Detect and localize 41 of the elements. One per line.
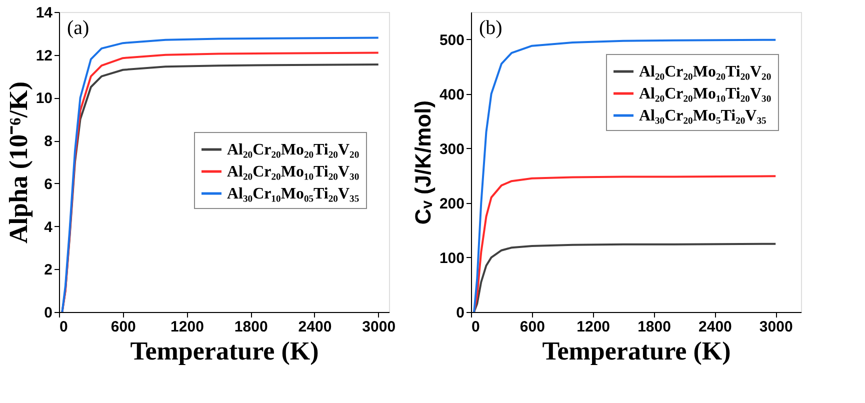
x-tick-label: 600 (110, 318, 136, 336)
y-axis-title: Cᵥ (J/K/mol) (410, 100, 436, 225)
y-tick-label: 2 (44, 262, 52, 279)
annotation: (a) (67, 17, 90, 39)
legend-label: Al₂₀Cr₂₀Mo₁₀Ti₂₀V₃₀ (639, 86, 772, 102)
legend-label: Al₃₀Cr₂₀Mo₅Ti₂₀V₃₅ (639, 108, 767, 124)
x-tick-label: 600 (520, 318, 545, 336)
x-axis-title: Temperature (K) (542, 336, 731, 366)
x-tick-label: 1800 (638, 318, 671, 336)
y-tick-label: 8 (44, 133, 52, 150)
y-tick-label: 400 (439, 86, 464, 104)
x-tick-label: 2400 (698, 318, 732, 336)
line-series (473, 175, 777, 312)
y-tick-label: 12 (36, 47, 52, 64)
x-tick-label: 3000 (362, 318, 396, 336)
x-tick-label: 1800 (234, 318, 268, 336)
y-axis-title: Alpha (10⁻⁶/K) (4, 82, 33, 244)
line-series (473, 38, 777, 312)
legend-label: Al₂₀Cr₂₀Mo₂₀Ti₂₀V₂₀ (227, 142, 360, 158)
y-tick-label: 500 (439, 32, 464, 49)
line-series (473, 242, 777, 312)
y-tick-label: 0 (456, 304, 464, 322)
x-axis-title: Temperature (K) (130, 336, 319, 366)
x-tick-label: 3000 (759, 318, 793, 336)
legend-label: Al₃₀Cr₁₀Mo₀₅Ti₂₀V₃₅ (227, 186, 360, 202)
x-tick-label: 2400 (298, 318, 332, 336)
y-tick-label: 0 (44, 304, 52, 322)
x-tick-label: 1200 (576, 318, 610, 336)
y-tick-label: 200 (439, 195, 464, 212)
y-tick-label: 4 (44, 218, 54, 236)
y-tick-label: 300 (439, 140, 464, 158)
y-tick-label: 10 (36, 90, 52, 108)
y-tick-label: 14 (36, 4, 54, 22)
legend-label: Al₂₀Cr₂₀Mo₂₀Ti₂₀V₂₀ (639, 64, 772, 80)
x-tick-label: 0 (472, 318, 480, 336)
x-tick-label: 0 (60, 318, 68, 336)
legend-label: Al₂₀Cr₂₀Mo₁₀Ti₂₀V₃₀ (227, 164, 360, 180)
y-tick-label: 100 (439, 250, 464, 267)
x-tick-label: 1200 (170, 318, 204, 336)
annotation: (b) (479, 17, 502, 39)
y-tick-label: 6 (44, 176, 52, 193)
